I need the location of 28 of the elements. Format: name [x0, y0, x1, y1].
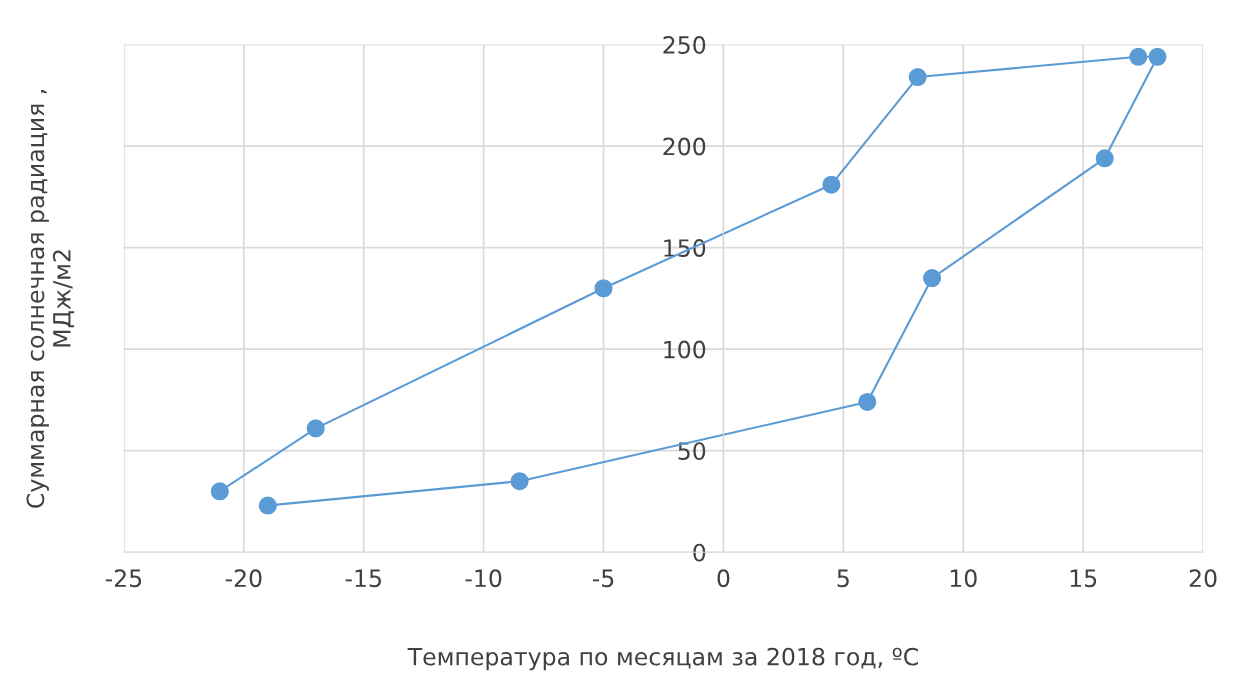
x-axis-title: Температура по месяцам за 2018 год, ºC: [407, 647, 918, 671]
point: [822, 175, 841, 194]
point: [306, 419, 325, 438]
x-tick-label: -25: [105, 569, 142, 588]
point: [594, 279, 613, 298]
x-tick-label: 10: [950, 569, 977, 588]
point: [210, 482, 229, 501]
point: [1129, 47, 1148, 66]
point: [510, 472, 529, 491]
point: [258, 496, 277, 515]
x-tick-label: 5: [837, 569, 849, 588]
x-tick-label: -10: [465, 569, 502, 588]
x-tick-label: -5: [592, 569, 614, 588]
y-axis-title: Суммарная солнечная радиация , МДж/м2: [26, 90, 75, 508]
x-tick-label: 20: [1189, 569, 1217, 588]
point: [923, 269, 942, 288]
y-tick-label: 100: [664, 340, 706, 359]
y-tick-label: 250: [663, 36, 706, 54]
point: [1148, 47, 1167, 66]
y-tick-label: 0: [693, 543, 706, 562]
point: [908, 68, 927, 87]
x-tick-label: -20: [225, 569, 262, 588]
x-tick-label: 0: [717, 569, 730, 588]
point: [1095, 149, 1114, 168]
x-tick-label: 15: [1070, 569, 1097, 588]
point: [858, 392, 877, 411]
x-tick-label: -15: [345, 569, 381, 588]
y-tick-label: 200: [663, 137, 706, 156]
